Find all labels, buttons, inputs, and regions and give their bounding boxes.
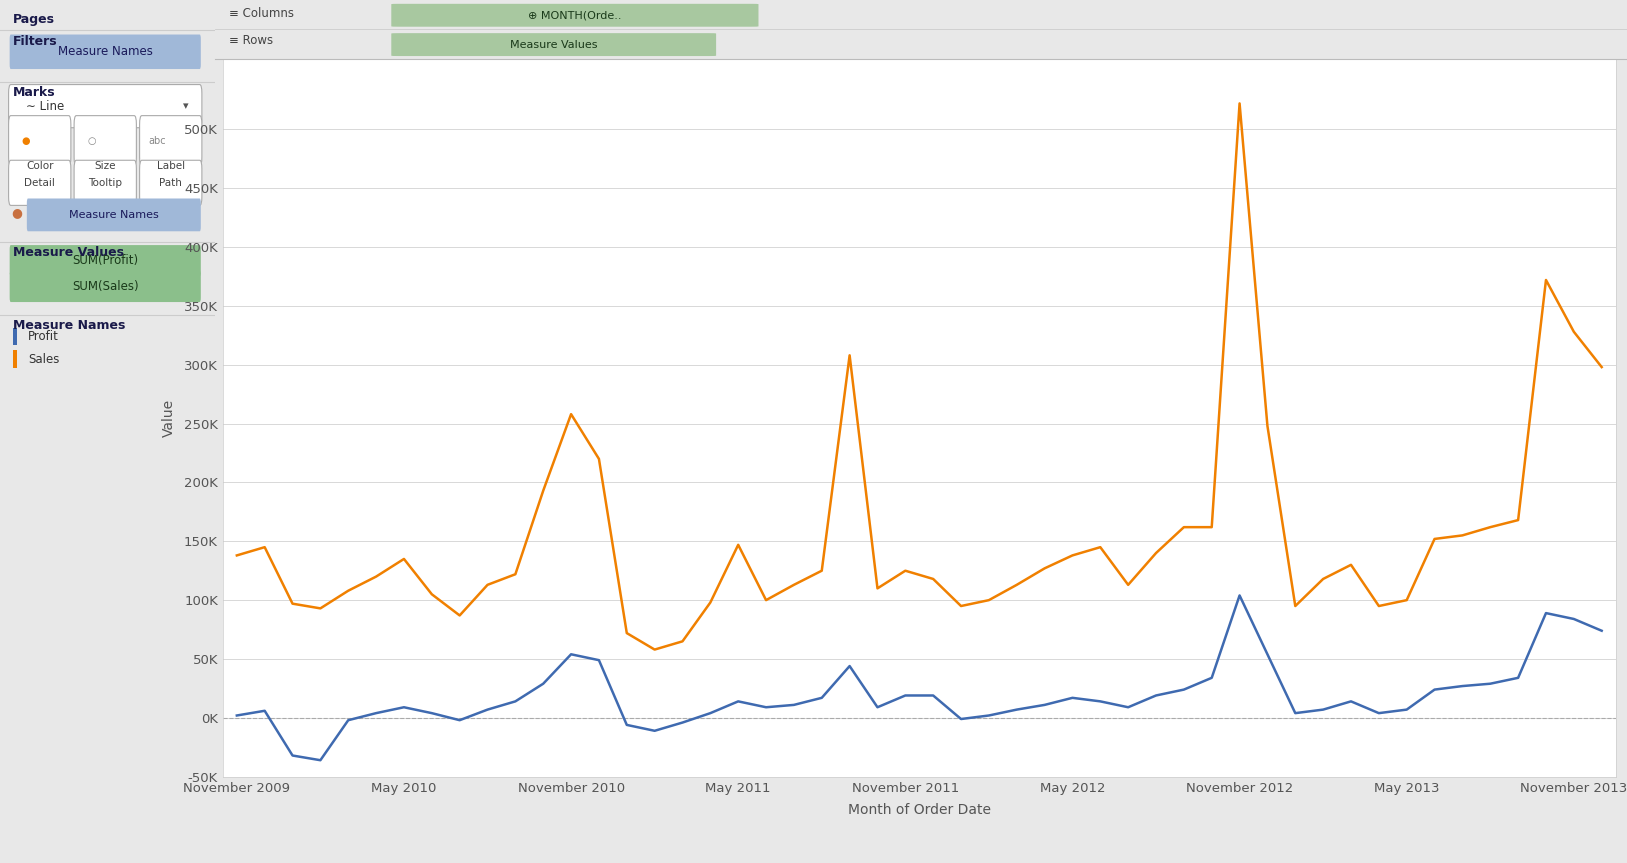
Text: Measure Names: Measure Names xyxy=(59,45,153,59)
Text: Marks: Marks xyxy=(13,86,55,99)
Text: ●: ● xyxy=(11,205,23,219)
FancyBboxPatch shape xyxy=(8,161,72,205)
Text: Pages: Pages xyxy=(13,13,55,26)
FancyBboxPatch shape xyxy=(26,198,200,231)
FancyBboxPatch shape xyxy=(10,35,200,69)
Bar xyxy=(13,328,18,345)
Text: ⊕ MONTH(Orde..: ⊕ MONTH(Orde.. xyxy=(529,10,622,20)
FancyBboxPatch shape xyxy=(390,33,716,56)
Text: SUM(Sales): SUM(Sales) xyxy=(72,280,138,293)
Text: ≡ Columns: ≡ Columns xyxy=(229,7,294,20)
Text: Color: Color xyxy=(26,161,54,171)
FancyBboxPatch shape xyxy=(75,161,137,205)
X-axis label: Month of Order Date: Month of Order Date xyxy=(848,803,991,817)
FancyBboxPatch shape xyxy=(8,116,72,166)
FancyBboxPatch shape xyxy=(140,161,202,205)
Text: Detail: Detail xyxy=(24,178,55,188)
Text: ∼ Line: ∼ Line xyxy=(26,99,63,113)
Text: Measure Values: Measure Values xyxy=(13,246,124,259)
Text: abc: abc xyxy=(148,135,166,146)
Bar xyxy=(13,350,18,368)
Text: ≡ Rows: ≡ Rows xyxy=(229,34,273,47)
FancyBboxPatch shape xyxy=(8,85,202,128)
Text: Measure Names: Measure Names xyxy=(13,319,125,332)
Y-axis label: Value: Value xyxy=(161,399,176,437)
Text: ▾: ▾ xyxy=(184,101,189,111)
FancyBboxPatch shape xyxy=(75,116,137,166)
Text: Measure Names: Measure Names xyxy=(68,210,159,220)
Text: Profit: Profit xyxy=(28,330,59,343)
Text: ○: ○ xyxy=(86,135,96,146)
Text: Path: Path xyxy=(159,178,182,188)
Text: Sales: Sales xyxy=(28,352,59,366)
Text: Tooltip: Tooltip xyxy=(88,178,122,188)
Text: Label: Label xyxy=(156,161,185,171)
FancyBboxPatch shape xyxy=(390,3,758,27)
Text: Measure Values: Measure Values xyxy=(509,40,597,49)
FancyBboxPatch shape xyxy=(10,245,200,276)
Text: Filters: Filters xyxy=(13,35,57,47)
FancyBboxPatch shape xyxy=(10,271,200,302)
Text: ●: ● xyxy=(21,135,29,146)
Text: Size: Size xyxy=(94,161,116,171)
FancyBboxPatch shape xyxy=(140,116,202,166)
Text: SUM(Profit): SUM(Profit) xyxy=(72,254,138,268)
